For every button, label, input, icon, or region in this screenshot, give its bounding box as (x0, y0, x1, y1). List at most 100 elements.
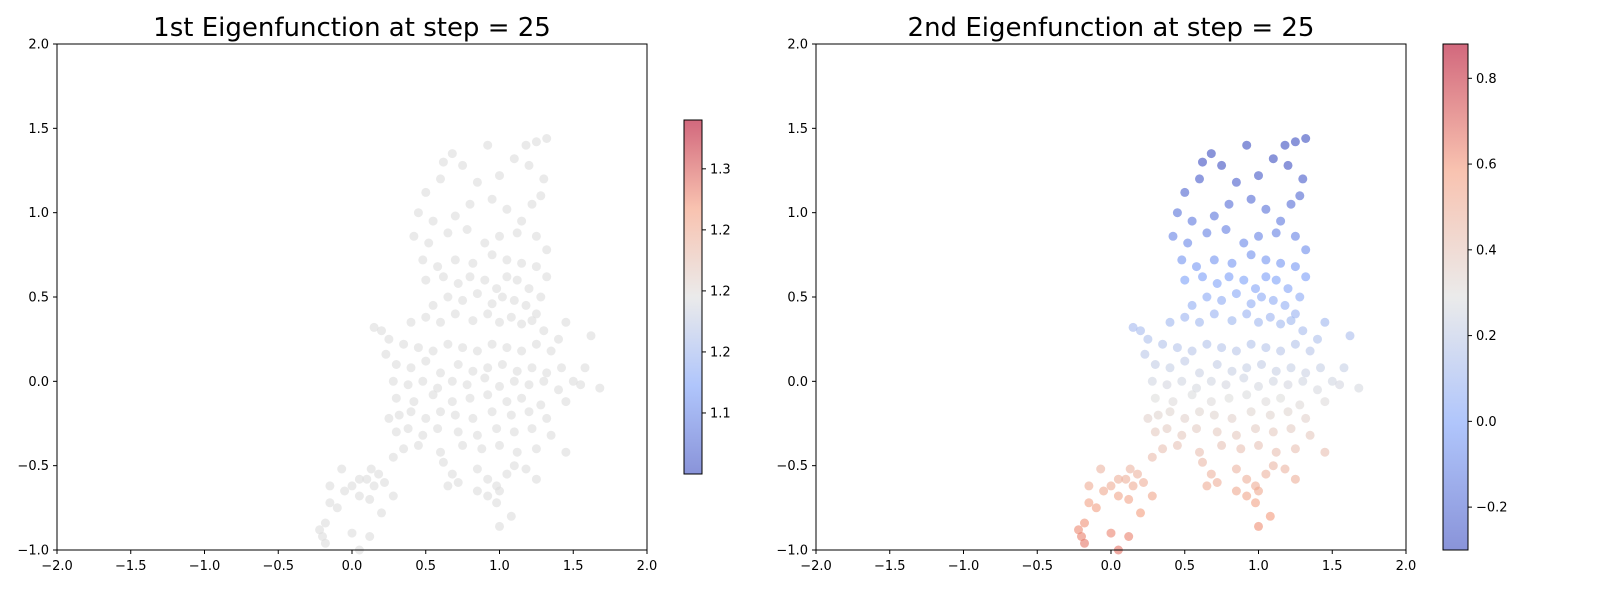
scatter-point (450, 410, 460, 420)
y-tick-label: −1.0 (776, 544, 808, 559)
scatter-point (1180, 187, 1190, 197)
scatter-point (495, 317, 504, 327)
y-tick-label: 0.0 (787, 375, 808, 390)
scatter-point (483, 474, 493, 484)
scatter-point (512, 228, 522, 238)
scatter-point (495, 521, 504, 531)
x-tick-label: 1.5 (1322, 559, 1343, 574)
scatter-point (1195, 447, 1204, 457)
scatter-point (521, 464, 531, 474)
scatter-point (487, 407, 497, 417)
scatter-point (465, 393, 475, 403)
scatter-point (1301, 272, 1311, 282)
y-tick-label: 0.5 (28, 291, 49, 306)
colorbar-tick-label: 0.6 (1476, 158, 1497, 173)
scatter-point (1209, 211, 1219, 221)
scatter-point (1257, 292, 1266, 302)
scatter-point (1198, 457, 1207, 467)
scatter-point (462, 380, 472, 390)
scatter-point (1242, 140, 1252, 150)
scatter-point (521, 300, 531, 310)
scatter-point (1140, 349, 1150, 359)
scatter-point (1265, 511, 1275, 521)
scatter-point (1202, 292, 1212, 302)
scatter-point (325, 481, 335, 491)
y-tick-label: −1.0 (17, 544, 49, 559)
scatter-point (536, 191, 546, 201)
scatter-point (502, 204, 512, 214)
scatter-point (1261, 469, 1271, 479)
scatter-point (1242, 491, 1252, 501)
scatter-point (586, 331, 596, 341)
scatter-point (443, 481, 453, 491)
scatter-point (1168, 397, 1178, 407)
x-tick-label: −1.5 (874, 559, 906, 574)
scatter-point (509, 295, 519, 305)
scatter-point (1261, 204, 1271, 214)
x-tick-label: −0.5 (1021, 559, 1053, 574)
scatter-point (502, 343, 512, 353)
scatter-point (468, 366, 478, 376)
scatter-point (462, 225, 472, 234)
scatter-point (531, 137, 541, 147)
scatter-point (1320, 397, 1330, 407)
colorbar-tick-label: 0.0 (1476, 415, 1497, 430)
scatter-point (1286, 363, 1296, 373)
colorbar-tick-label: 1.2 (710, 284, 731, 299)
scatter-point (447, 397, 457, 407)
scatter-point (1217, 440, 1227, 450)
scatter-point (1168, 231, 1178, 241)
scatter-point (1077, 532, 1086, 541)
scatter-point (483, 491, 493, 501)
scatter-point (1136, 326, 1145, 336)
scatter-point (1187, 300, 1197, 310)
scatter-point (531, 309, 541, 319)
scatter-point (1254, 521, 1263, 531)
scatter-point (1172, 343, 1182, 353)
scatter-point (495, 231, 504, 241)
scatter-point (391, 393, 401, 403)
scatter-point (561, 397, 571, 407)
scatter-point (1283, 160, 1293, 170)
scatter-point (487, 299, 497, 309)
y-tick-label: 0.0 (28, 375, 49, 390)
scatter-point (1195, 317, 1204, 327)
scatter-point (1290, 137, 1300, 147)
scatter-point (1305, 346, 1315, 356)
scatter-point (377, 508, 386, 518)
scatter-point (506, 410, 516, 420)
x-tick-label: 2.0 (637, 559, 658, 574)
scatter-point (354, 474, 364, 484)
scatter-point (1290, 262, 1300, 272)
scatter-point (506, 312, 516, 322)
scatter-point (436, 174, 445, 184)
scatter-point (365, 532, 375, 541)
scatter-point (495, 381, 504, 391)
scatter-point (391, 360, 401, 369)
scatter-point (421, 187, 431, 197)
scatter-point (1298, 376, 1308, 386)
scatter-point (472, 289, 482, 299)
scatter-point (1320, 317, 1330, 327)
scatter-point (1354, 383, 1364, 393)
scatter-point (447, 376, 457, 386)
panel-2-colorbar-ticks: −0.2 0.0 0.2 0.4 0.6 0.8 (1468, 72, 1508, 516)
scatter-point (1305, 430, 1315, 440)
x-tick-label: 0.5 (1174, 559, 1195, 574)
scatter-point (1261, 343, 1271, 353)
y-tick-label: −0.5 (776, 459, 808, 474)
scatter-point (1147, 491, 1157, 501)
scatter-point (517, 393, 527, 403)
scatter-point (1195, 407, 1204, 417)
colorbar-tick-label: 0.8 (1476, 72, 1497, 87)
scatter-point (1183, 238, 1193, 248)
scatter-point (443, 292, 453, 302)
scatter-point (531, 474, 541, 484)
panel-1-colorbar (683, 119, 703, 475)
scatter-point (388, 376, 398, 386)
scatter-point (472, 430, 482, 440)
scatter-point (480, 275, 490, 285)
scatter-point (436, 368, 445, 378)
scatter-point (1276, 393, 1286, 403)
scatter-point (546, 430, 556, 440)
